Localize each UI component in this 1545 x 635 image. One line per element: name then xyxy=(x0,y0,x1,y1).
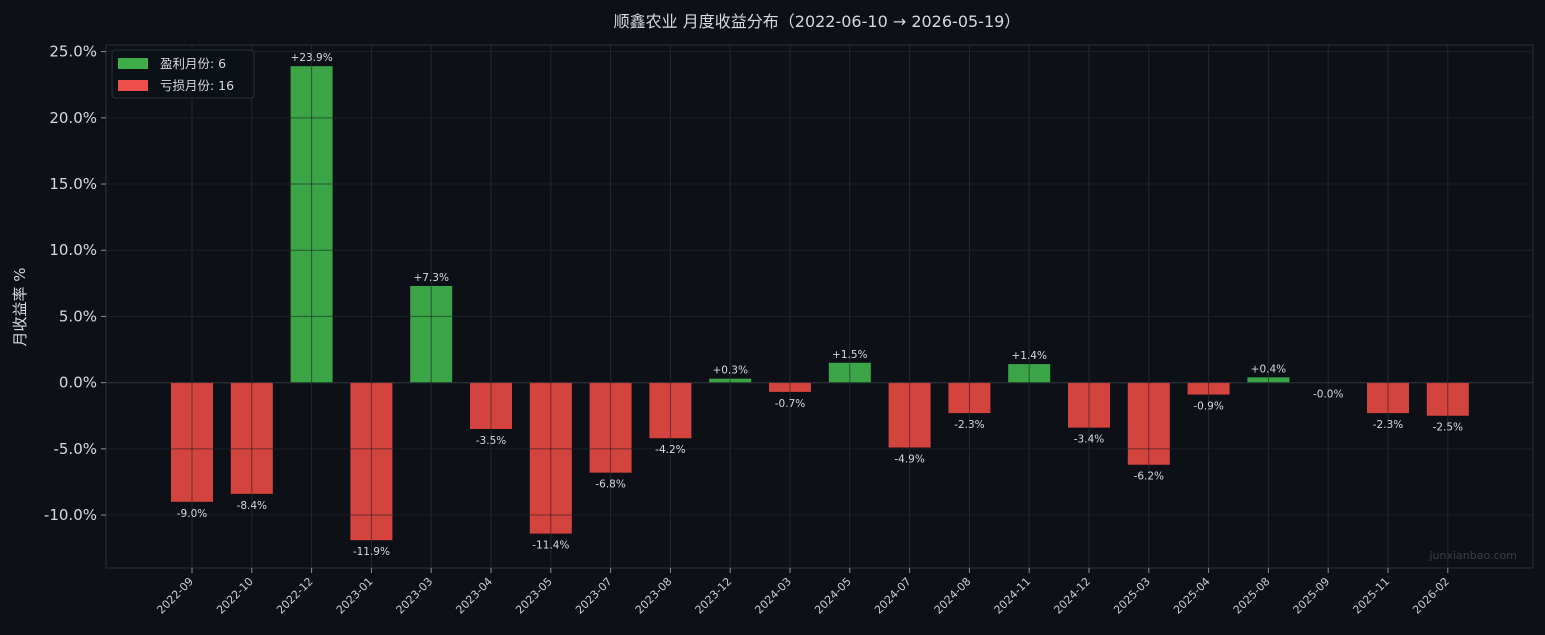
x-tick-label: 2023-12 xyxy=(693,575,735,617)
data-labels: -9.0% -8.4% +23.9% -11.9% +7.3% -3.5% -11.4% -6… xyxy=(177,52,1463,558)
x-tick-label: 2025-11 xyxy=(1350,575,1392,617)
data-label: -0.7% xyxy=(775,398,805,410)
legend: 盈利月份: 6 亏损月份: 16 xyxy=(111,49,255,99)
x-tick-label: 2025-03 xyxy=(1111,575,1153,617)
data-label: -0.0% xyxy=(1313,389,1343,401)
legend-swatch xyxy=(118,58,148,69)
data-label: -2.3% xyxy=(954,419,984,431)
x-axis-ticks: 2022-09 2022-10 2022-12 2023-01 2023-03 2023-… xyxy=(154,568,1452,617)
y-tick-label: -10.0% xyxy=(44,506,97,524)
data-label: -6.8% xyxy=(595,479,625,491)
legend-swatch xyxy=(118,80,148,91)
data-label: +0.4% xyxy=(1251,363,1286,375)
legend-label: 盈利月份: 6 xyxy=(160,56,226,71)
data-label: -0.9% xyxy=(1193,401,1223,413)
legend-label: 亏损月份: 16 xyxy=(160,78,234,93)
x-tick-label: 2022-10 xyxy=(214,575,256,617)
y-axis-ticks: -10.0% -5.0% 0.0% 5.0% 10.0% 15.0% 20.0% 25.0% xyxy=(44,43,106,524)
y-tick-label: 20.0% xyxy=(49,109,97,127)
x-tick-label: 2023-04 xyxy=(453,575,495,617)
y-tick-label: 15.0% xyxy=(49,175,97,193)
x-tick-label: 2023-03 xyxy=(394,575,436,617)
x-tick-label: 2024-08 xyxy=(932,575,974,617)
x-tick-label: 2025-08 xyxy=(1231,575,1273,617)
x-tick-label: 2023-01 xyxy=(334,575,376,617)
y-tick-label: 5.0% xyxy=(59,307,97,325)
x-tick-label: 2024-03 xyxy=(752,575,794,617)
chart-title: 顺鑫农业 月度收益分布（2022-06-10 → 2026-05-19） xyxy=(614,12,1021,31)
x-tick-label: 2024-05 xyxy=(812,575,854,617)
x-tick-label: 2024-07 xyxy=(872,575,914,617)
data-label: -3.5% xyxy=(476,435,506,447)
y-tick-label: 10.0% xyxy=(49,241,97,259)
data-label: -3.4% xyxy=(1074,434,1104,446)
data-label: -9.0% xyxy=(177,508,207,520)
data-label: -11.9% xyxy=(353,546,390,558)
x-tick-label: 2023-07 xyxy=(573,575,615,617)
x-tick-label: 2023-05 xyxy=(513,575,555,617)
plot-frame xyxy=(105,44,1534,569)
watermark: junxianbao.com xyxy=(1428,549,1517,562)
data-label: -6.2% xyxy=(1134,471,1164,483)
data-label: -2.3% xyxy=(1373,419,1403,431)
x-tick-label: 2025-09 xyxy=(1291,575,1333,617)
x-tick-label: 2026-02 xyxy=(1410,575,1452,617)
y-tick-label: 25.0% xyxy=(49,43,97,61)
data-label: -8.4% xyxy=(237,500,267,512)
x-tick-label: 2022-12 xyxy=(274,575,316,617)
data-label: -4.2% xyxy=(655,444,685,456)
x-tick-label: 2024-11 xyxy=(992,575,1034,617)
data-label: +23.9% xyxy=(291,52,333,64)
data-label: +7.3% xyxy=(413,272,448,284)
bars xyxy=(106,51,1533,541)
x-tick-label: 2022-09 xyxy=(154,575,196,617)
x-tick-label: 2025-04 xyxy=(1171,575,1213,617)
data-label: +1.4% xyxy=(1011,350,1046,362)
data-label: -2.5% xyxy=(1433,422,1463,434)
y-tick-label: -5.0% xyxy=(53,440,97,458)
data-label: +0.3% xyxy=(712,365,747,377)
x-tick-label: 2024-12 xyxy=(1051,575,1093,617)
y-tick-label: 0.0% xyxy=(59,374,97,392)
y-axis-label: 月收益率 % xyxy=(11,267,29,346)
data-label: +1.5% xyxy=(832,349,867,361)
x-tick-label: 2023-08 xyxy=(633,575,675,617)
data-label: -4.9% xyxy=(894,454,924,466)
data-label: -11.4% xyxy=(532,540,569,552)
